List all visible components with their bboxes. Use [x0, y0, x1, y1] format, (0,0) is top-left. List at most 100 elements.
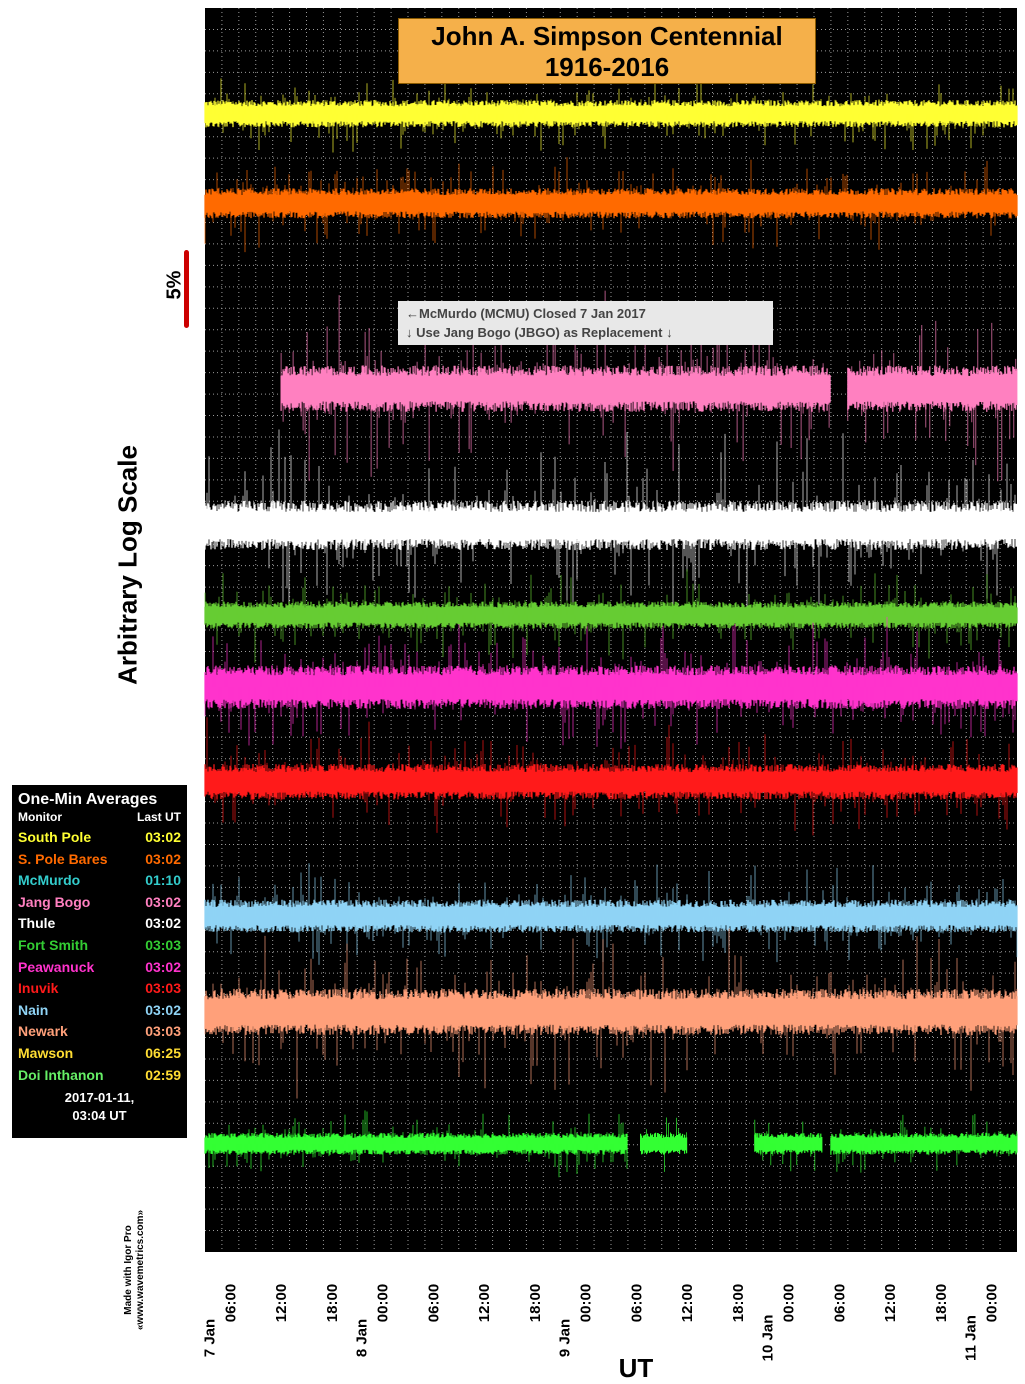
legend-monitor-name: S. Pole Bares	[18, 850, 108, 867]
legend-header: Monitor Last UT	[18, 810, 181, 824]
series-spikes	[830, 1114, 1018, 1173]
legend-monitor-name: Peawanuck	[18, 958, 95, 975]
x-tick-label: 18:00	[730, 1284, 747, 1322]
y-axis-label: Arbitrary Log Scale	[112, 445, 143, 685]
legend-row: McMurdo 01:10	[18, 870, 181, 892]
legend-monitor-name: McMurdo	[18, 872, 81, 889]
series-spikes	[204, 928, 1018, 1099]
legend-last-time: 03:03	[145, 936, 181, 953]
legend-row: Thule 03:02	[18, 913, 181, 935]
legend-row: Newark 03:03	[18, 1021, 181, 1043]
x-tick-label: 06:00	[425, 1284, 442, 1322]
legend-monitor-name: Newark	[18, 1023, 68, 1040]
series-band	[280, 365, 831, 412]
legend-footer: 2017-01-11, 03:04 UT	[18, 1089, 181, 1125]
x-tick-label: 18:00	[527, 1284, 544, 1322]
series-spikes	[644, 1117, 687, 1172]
series-inuvik	[204, 717, 1018, 836]
legend-footer-date: 2017-01-11,	[64, 1090, 135, 1106]
legend-row: S. Pole Bares 03:02	[18, 849, 181, 871]
series-fort-smith	[204, 569, 1018, 663]
series-layer	[204, 74, 1018, 1178]
series-s-pole-bares	[204, 157, 1018, 253]
x-tick-label: 00:00	[578, 1284, 595, 1322]
series-spikes	[208, 1110, 628, 1178]
series-spikes	[847, 320, 1017, 482]
legend-last-time: 03:02	[145, 1001, 181, 1018]
credit: Made with Igor Pro «www.wavemetrics.com»	[123, 1210, 147, 1330]
series-spikes	[206, 429, 1016, 614]
x-date-label: 9 Jan	[557, 1319, 574, 1357]
x-tick-label: 12:00	[476, 1284, 493, 1322]
legend-col-monitor: Monitor	[18, 810, 62, 824]
legend-row: Peawanuck 03:02	[18, 957, 181, 979]
legend-monitor-name: South Pole	[18, 829, 92, 845]
x-tick-label: 18:00	[933, 1284, 950, 1322]
series-band	[640, 1132, 688, 1155]
series-band	[204, 764, 1018, 800]
series-spikes	[204, 569, 1016, 663]
legend-last-time: 01:10	[145, 872, 181, 889]
legend-monitor-name: Jang Bogo	[18, 893, 91, 910]
chart-title: John A. Simpson Centennial	[431, 21, 783, 51]
chart-title-box: John A. Simpson Centennial 1916-2016	[398, 18, 816, 84]
annotation-box: ←McMurdo (MCMU) Closed 7 Jan 2017 ↓ Use …	[398, 301, 773, 345]
series-band	[204, 100, 1018, 128]
x-date-label: 11 Jan	[963, 1315, 980, 1361]
series-doi-inthanon	[204, 1110, 1018, 1178]
legend-row: Fort Smith 03:03	[18, 935, 181, 957]
legend-last-time: 06:25	[145, 1044, 181, 1061]
x-date-label: 10 Jan	[760, 1315, 777, 1362]
legend-rows: South Pole 03:02 S. Pole Bares 03:02 McMurdo…	[18, 827, 181, 1086]
series-newark	[204, 928, 1018, 1099]
x-date-label: 7 Jan	[201, 1319, 218, 1357]
legend-monitor-name: Doi Inthanon	[18, 1066, 104, 1083]
x-tick-label: 12:00	[882, 1284, 899, 1322]
legend-last-time: 03:02	[145, 850, 181, 867]
x-tick-label: 18:00	[324, 1284, 341, 1322]
series-spikes	[208, 863, 1018, 965]
series-spikes	[754, 1119, 820, 1172]
series-jang-bogo	[280, 290, 1018, 482]
legend-row: South Pole 03:02	[18, 827, 181, 849]
series-spikes	[210, 74, 1014, 153]
legend-monitor-name: Thule	[18, 915, 56, 932]
legend-last-time: 03:02	[145, 915, 181, 932]
x-axis-label: UT	[618, 1353, 654, 1383]
legend-col-last: Last UT	[136, 810, 181, 824]
legend-row: Doi Inthanon 02:59	[18, 1065, 181, 1087]
series-spikes	[280, 290, 830, 481]
legend-monitor-name: Inuvik	[18, 980, 59, 997]
legend: One-Min Averages Monitor Last UT South P…	[12, 785, 187, 1138]
chart-subtitle: 1916-2016	[544, 52, 670, 82]
legend-last-time: 03:02	[145, 958, 181, 975]
credit-line-1: Made with Igor Pro	[123, 1225, 134, 1315]
legend-monitor-name: Fort Smith	[18, 936, 88, 953]
series-spikes	[206, 717, 1010, 836]
legend-row: Jang Bogo 03:02	[18, 892, 181, 914]
legend-row: Mawson 06:25	[18, 1043, 181, 1065]
legend-last-time: 03:03	[145, 1023, 181, 1040]
x-tick-label: 00:00	[375, 1284, 392, 1322]
series-spikes	[204, 616, 1016, 749]
credit-line-2: «www.wavemetrics.com»	[135, 1209, 146, 1331]
legend-monitor-name: Mawson	[18, 1044, 74, 1061]
legend-monitor-name: Nain	[18, 1001, 49, 1018]
x-tick-label: 12:00	[679, 1284, 696, 1322]
legend-row: Nain 03:02	[18, 1000, 181, 1022]
legend-last-time: 03:03	[145, 980, 181, 997]
x-tick-label: 06:00	[628, 1284, 645, 1322]
series-thule	[204, 429, 1018, 614]
series-peawanuck	[204, 616, 1018, 749]
x-date-label: 8 Jan	[354, 1319, 371, 1357]
legend-last-time: 03:02	[145, 829, 181, 845]
legend-last-time: 03:02	[145, 893, 181, 910]
legend-row: Inuvik 03:03	[18, 978, 181, 1000]
series-spikes	[204, 157, 1012, 253]
annotation-line-2: ↓ Use Jang Bogo (JBGO) as Replacement ↓	[406, 325, 673, 340]
scale-bar	[184, 250, 189, 328]
x-tick-label: 00:00	[781, 1284, 798, 1322]
x-tick-label: 06:00	[222, 1284, 239, 1322]
